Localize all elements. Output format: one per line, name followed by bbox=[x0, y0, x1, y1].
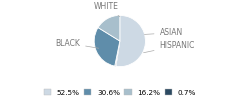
Text: HISPANIC: HISPANIC bbox=[144, 41, 195, 53]
Legend: 52.5%, 30.6%, 16.2%, 0.7%: 52.5%, 30.6%, 16.2%, 0.7% bbox=[43, 89, 197, 96]
Text: ASIAN: ASIAN bbox=[144, 28, 183, 37]
Text: BLACK: BLACK bbox=[55, 38, 99, 48]
Wedge shape bbox=[94, 28, 120, 66]
Wedge shape bbox=[115, 41, 120, 66]
Text: WHITE: WHITE bbox=[93, 2, 120, 17]
Wedge shape bbox=[116, 15, 145, 67]
Wedge shape bbox=[98, 15, 120, 41]
